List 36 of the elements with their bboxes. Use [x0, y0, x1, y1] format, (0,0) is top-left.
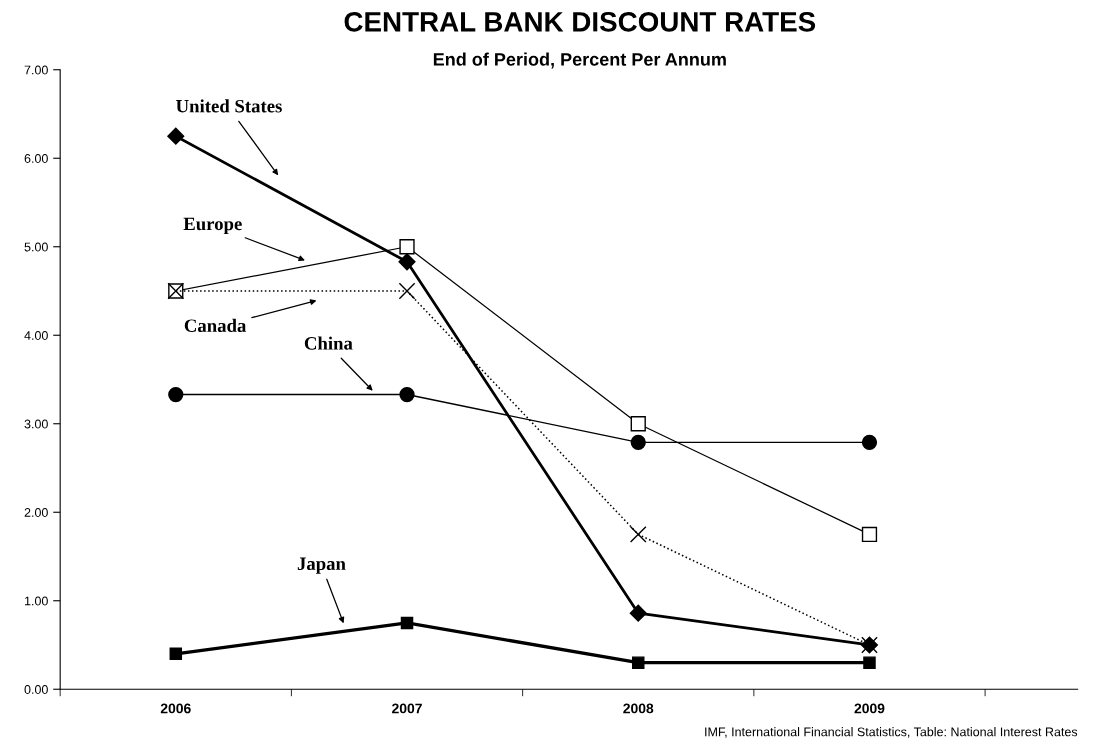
point	[631, 656, 645, 669]
x-tick-label: 2008	[623, 703, 654, 714]
point	[630, 434, 646, 450]
series-label: Canada	[184, 318, 247, 332]
y-tick-label: 5.00	[24, 242, 48, 252]
point	[169, 647, 183, 661]
text: Japan	[297, 557, 346, 574]
point	[863, 656, 876, 669]
y-tick-label: 1.00	[24, 596, 48, 606]
point	[629, 526, 647, 543]
x-tick-label: 2006	[160, 703, 191, 714]
text: China	[304, 336, 353, 350]
point	[167, 127, 185, 145]
point	[399, 386, 415, 403]
point	[399, 239, 415, 255]
x-tick-label: 2007	[392, 703, 422, 714]
y-tick-label: 3.00	[24, 419, 48, 429]
text: IMF, International Financial Statistics, Table: National Interest Rates	[705, 727, 1078, 738]
point	[630, 416, 646, 432]
y-tick-label: 6.00	[24, 154, 48, 163]
x-tick-label: 2009	[854, 703, 885, 714]
point	[861, 434, 878, 450]
chart-title: CENTRAL BANK DISCOUNT RATES	[344, 11, 816, 32]
point	[398, 253, 416, 271]
point	[400, 616, 414, 630]
y-tick-label: 0.00	[24, 685, 48, 694]
text: Europe	[183, 217, 242, 235]
chart-subtitle: End of Period, Percent Per Annum	[433, 52, 726, 69]
series-label: United States	[176, 99, 282, 113]
y-tick-label: 7.00	[24, 65, 48, 75]
y-tick-label: 2.00	[24, 508, 48, 517]
point	[398, 282, 416, 300]
point	[861, 526, 878, 543]
y-tick-label: 4.00	[24, 331, 48, 340]
point	[629, 604, 647, 622]
point	[168, 386, 184, 403]
